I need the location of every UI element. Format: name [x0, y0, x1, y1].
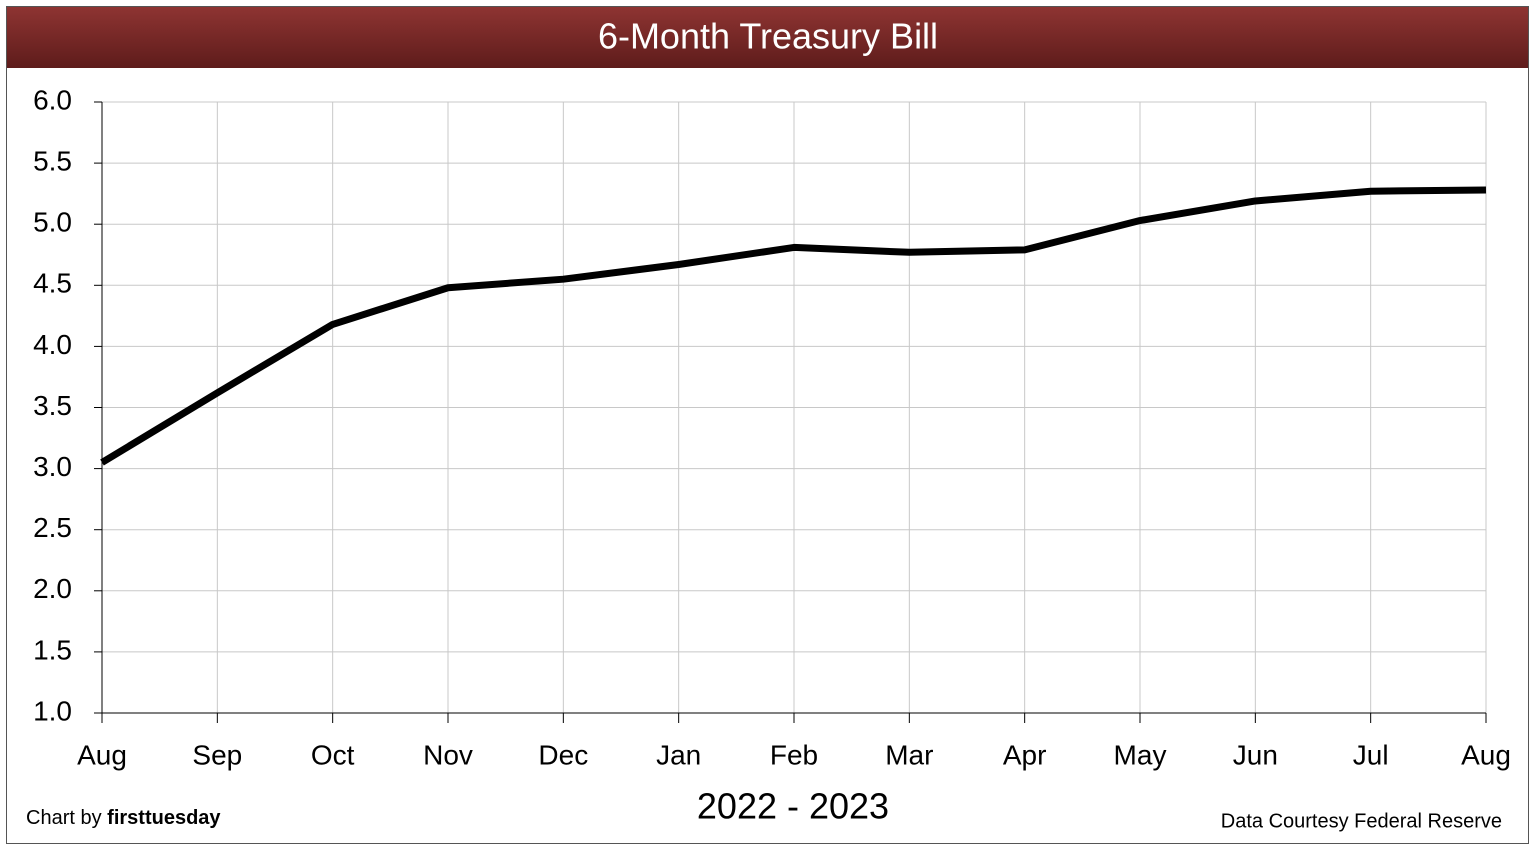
- line: [100, 186, 1487, 466]
- source: Data Courtesy Federal Reserve: [1221, 810, 1502, 832]
- x-tick-label: May: [1114, 739, 1167, 770]
- y-tick-label: 3.5: [33, 390, 72, 421]
- x-tick-label: Feb: [770, 739, 818, 770]
- x-tick-label: Jul: [1353, 739, 1389, 770]
- credit-prefix: Chart by: [26, 807, 102, 829]
- y-tick-label: 1.0: [33, 695, 72, 726]
- title-bar: [7, 7, 1528, 68]
- y-tick-label: 2.5: [33, 512, 72, 543]
- credit: Chart by firsttuesday: [26, 807, 221, 829]
- x-tick-label: Sep: [192, 739, 242, 770]
- credit-name: firsttuesday: [107, 807, 221, 829]
- y-tick-label: 6.0: [33, 84, 72, 115]
- y-tick-label: 4.5: [33, 268, 72, 299]
- y-tick-label: 3.0: [33, 451, 72, 482]
- chart-title: 6-Month Treasury Bill: [598, 16, 938, 57]
- x-tick-label: Nov: [423, 739, 473, 770]
- y-tick-label: 5.5: [33, 145, 72, 176]
- x-tick-label: Aug: [1461, 739, 1511, 770]
- x-tick-label: Aug: [77, 739, 127, 770]
- frame: [6, 6, 1529, 844]
- y-tick-label: 1.5: [33, 634, 72, 665]
- y-tick-label: 5.0: [33, 207, 72, 238]
- x-tick-label: Oct: [311, 739, 355, 770]
- x-tick-label: Jan: [656, 739, 701, 770]
- y-tick-label: 2.0: [33, 573, 72, 604]
- x-tick-label: Dec: [538, 739, 588, 770]
- x-axis-label: 2022 - 2023: [697, 786, 889, 827]
- x-tick-label: Apr: [1003, 739, 1047, 770]
- x-tick-label: Mar: [885, 739, 933, 770]
- x-tick-label: Jun: [1233, 739, 1278, 770]
- y-tick-label: 4.0: [33, 329, 72, 360]
